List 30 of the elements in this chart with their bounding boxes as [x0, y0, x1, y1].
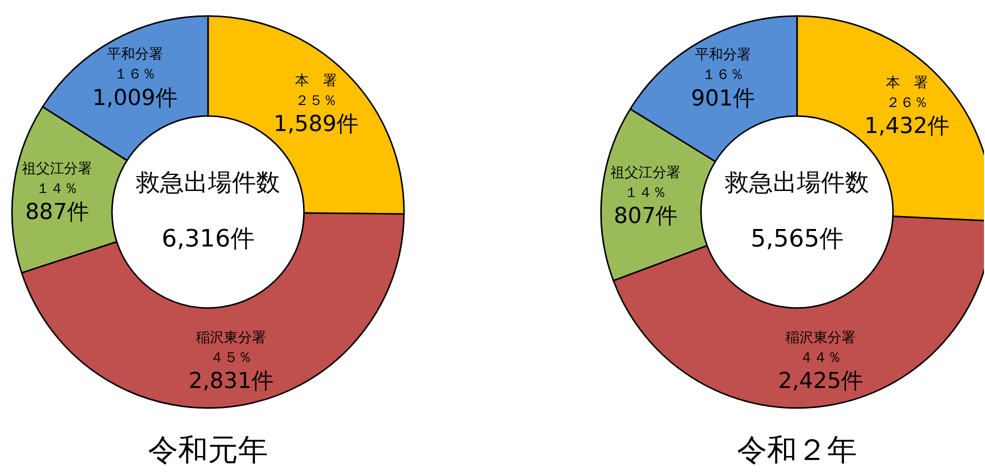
text: 救急出場件数 — [724, 168, 869, 197]
text: 6,316件 — [162, 224, 254, 253]
data-label: 2,425件 — [778, 369, 864, 394]
text: １４％ — [36, 180, 78, 197]
text: 5,565件 — [750, 224, 844, 253]
data-label: 1,432件 — [864, 114, 950, 140]
slice-label: 稲沢東分署 — [786, 330, 856, 346]
slice-label: 稲沢東分署 — [196, 330, 266, 346]
text: 令和元年 — [148, 433, 268, 468]
data-label: 1,589件 — [274, 112, 359, 138]
data-label: 887件 — [25, 200, 90, 225]
text: ４５％ — [210, 350, 252, 366]
slice-label: 平和分署 — [106, 46, 163, 63]
slice-label: 祖父江分署 — [610, 164, 681, 181]
text: ２５％ — [295, 92, 338, 109]
text: ２６％ — [886, 94, 928, 111]
text: １４％ — [624, 184, 667, 201]
data-label: 1,009件 — [92, 86, 178, 111]
slice-label: 祖父江分署 — [22, 160, 92, 177]
slice-label: 平和分署 — [694, 47, 751, 64]
data-label: 807件 — [614, 204, 678, 230]
text: ４４％ — [800, 350, 842, 366]
data-label: 901件 — [690, 86, 755, 112]
slice-label: 本 署 — [886, 74, 928, 91]
text: 救急出場件数 — [135, 168, 280, 197]
text: １６％ — [114, 66, 156, 83]
text: 令和２年 — [737, 433, 857, 468]
data-label: 2,831件 — [188, 369, 274, 394]
slice-label: 本 署 — [295, 72, 338, 89]
text: １６％ — [702, 67, 744, 84]
